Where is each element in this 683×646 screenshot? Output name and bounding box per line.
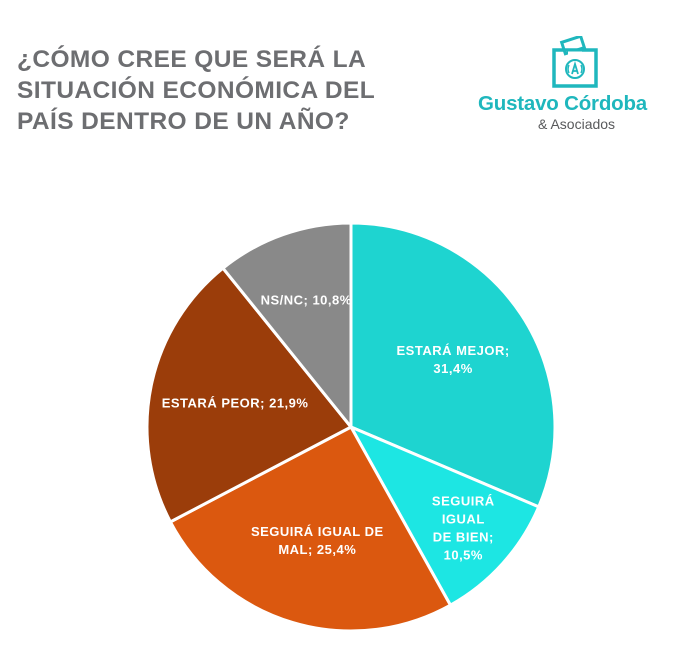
title-line-3: PAÍS DENTRO DE UN AÑO? [17, 108, 350, 135]
slice-label-line: ESTARÁ MEJOR; [397, 343, 510, 358]
logo-subtitle: & Asociados [538, 116, 616, 132]
slice-label-line: DE BIEN; [433, 529, 494, 544]
pie-slice-ns-nc [221, 221, 353, 429]
brand-logo: Gustavo Córdoba & Asociados [478, 36, 678, 136]
slice-label-line: SEGUIRÁ [432, 493, 495, 508]
pie-slice-seguirá-igual-de-bien [349, 425, 541, 607]
slice-label-line: NS/NC; 10,8% [261, 293, 352, 308]
pie-slice-estará-peor [145, 266, 353, 524]
slice-label: ESTARÁ MEJOR; 31,4% [397, 343, 510, 376]
ballot-box-icon [552, 36, 598, 88]
slice-label: SEGUIRÁ IGUAL DE BIEN; 10,5% [432, 493, 495, 562]
slice-label: NS/NC; 10,8% [261, 293, 352, 308]
slice-label-line: IGUAL [442, 511, 485, 526]
title-line-1: ¿CÓMO CREE QUE SERÁ LA [17, 46, 367, 73]
slice-label-line: SEGUIRÁ IGUAL DE [251, 524, 384, 539]
slice-label: ESTARÁ PEOR; 21,9% [162, 396, 309, 411]
slice-label-line: 10,5% [444, 547, 483, 562]
logo-name: Gustavo Córdoba [478, 92, 647, 115]
pie-slice-seguirá-igual-de-mal [168, 425, 452, 633]
chart-title: ¿CÓMO CREE QUE SERÁ LA SITUACIÓN ECONÓMI… [17, 44, 447, 137]
slice-label-line: MAL; 25,4% [278, 542, 356, 557]
pie-slice-estará-mejor [349, 221, 557, 509]
slice-label-line: ESTARÁ PEOR; 21,9% [162, 396, 309, 411]
slice-label-line: 31,4% [433, 361, 472, 376]
slice-label: SEGUIRÁ IGUAL DE MAL; 25,4% [251, 524, 384, 557]
title-line-2: SITUACIÓN ECONÓMICA DEL [17, 77, 376, 104]
